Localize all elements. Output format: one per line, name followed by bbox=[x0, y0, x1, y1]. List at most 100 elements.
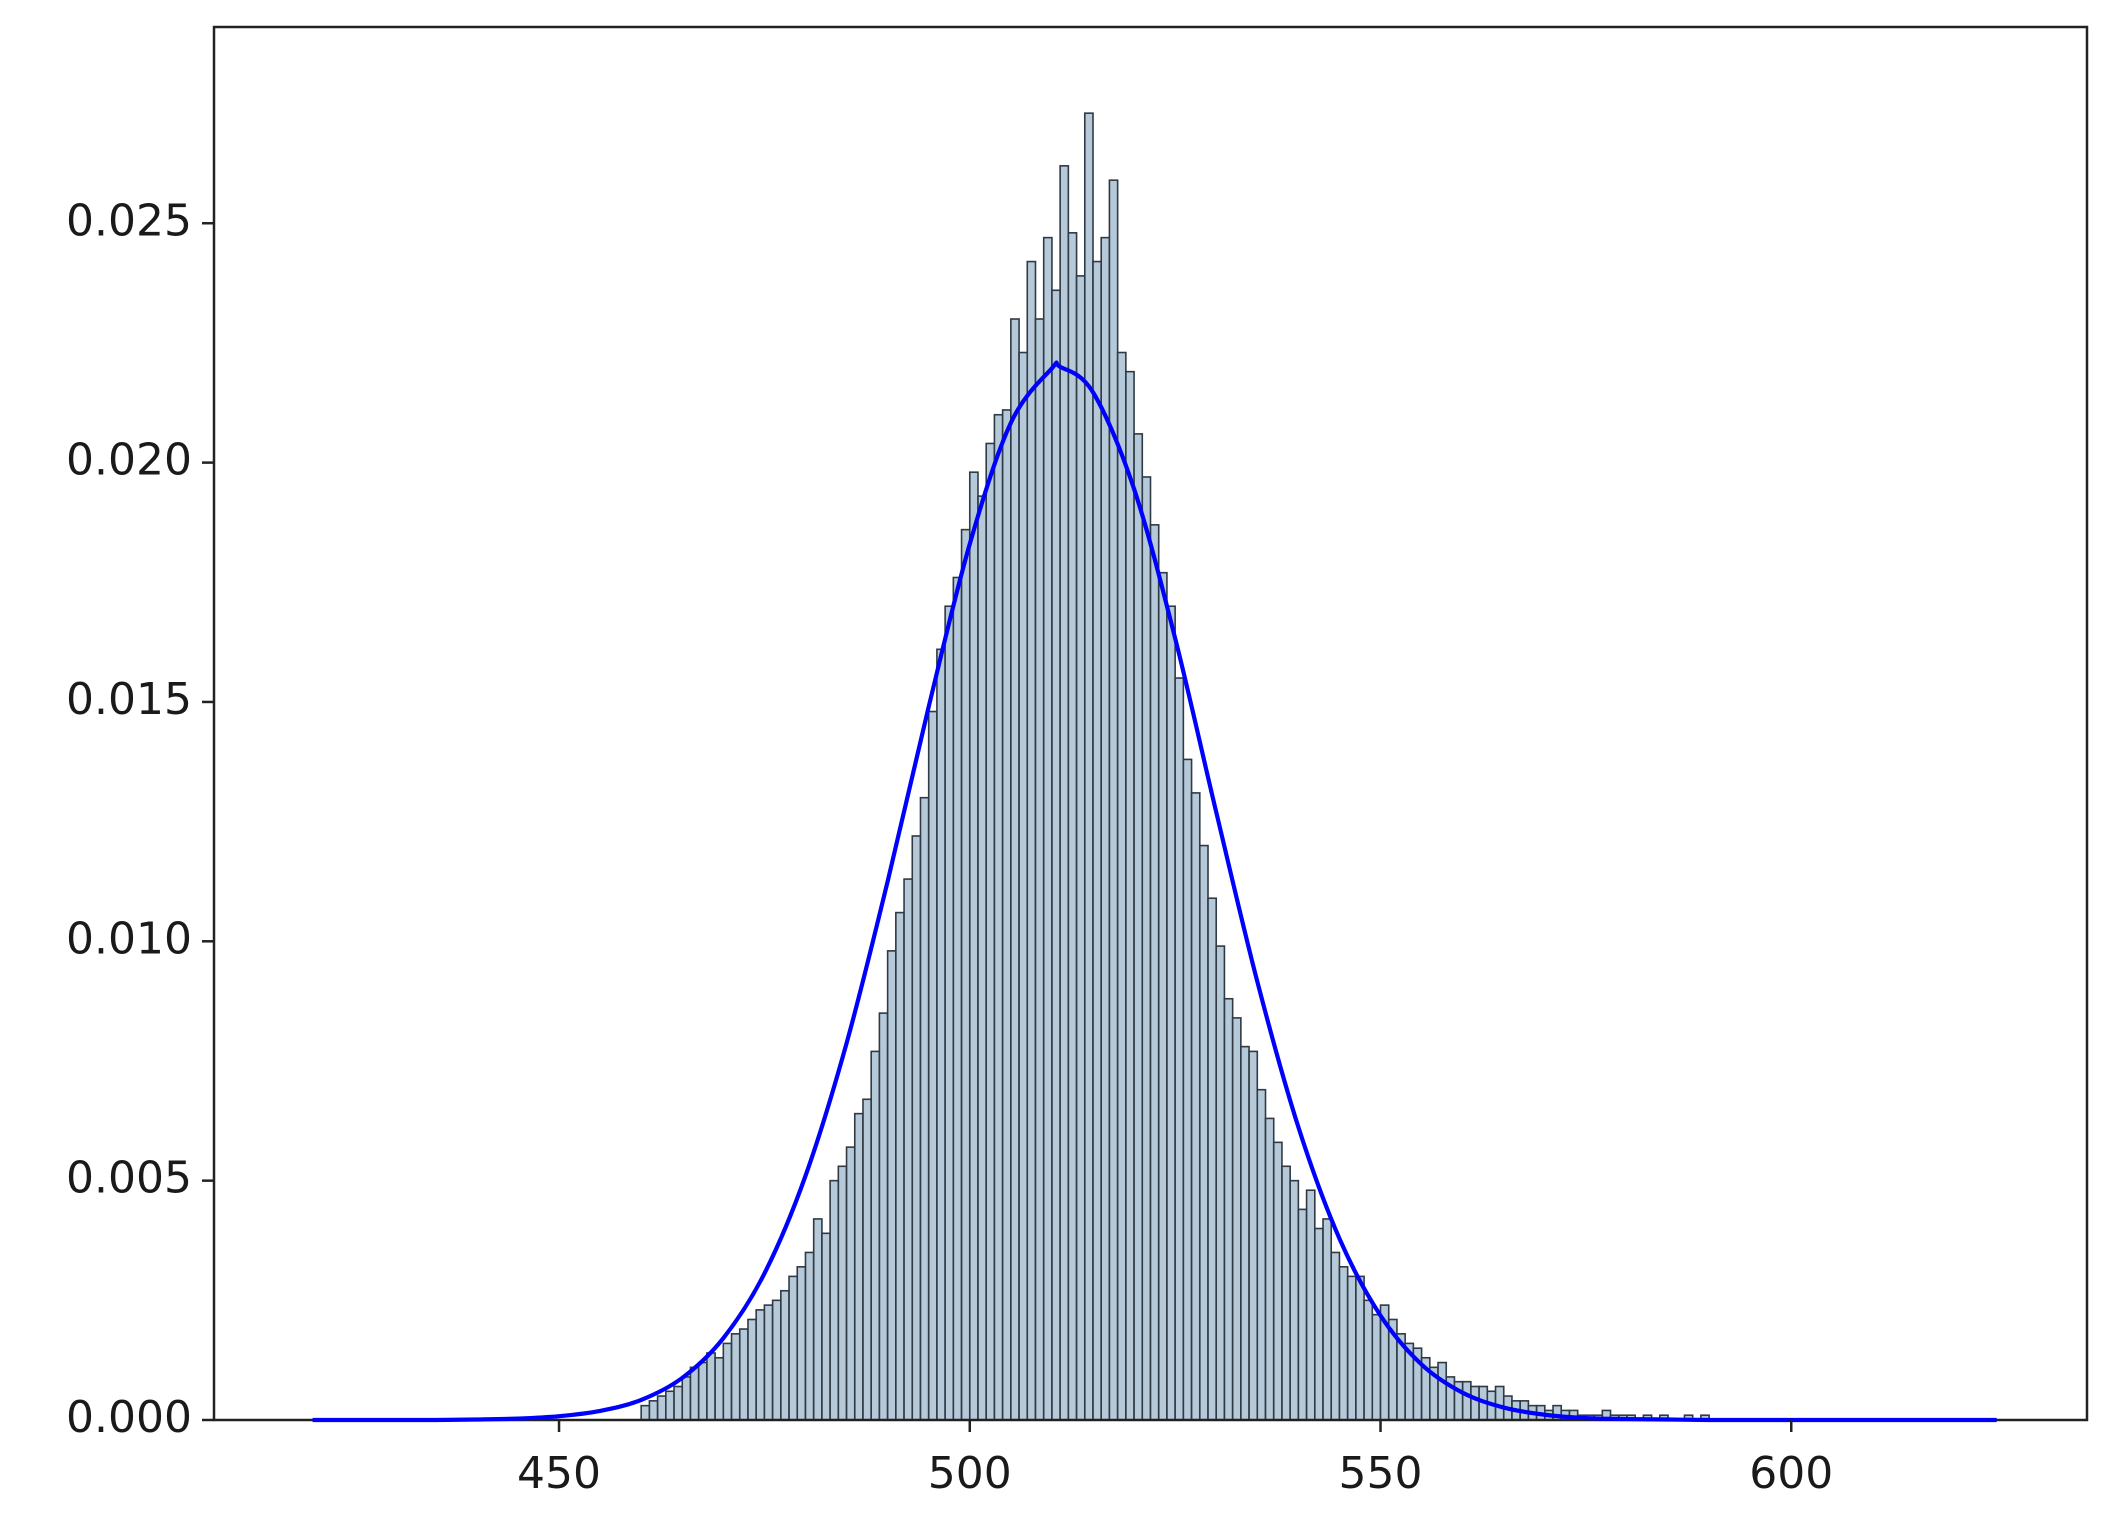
histogram-bar bbox=[1248, 1050, 1259, 1421]
histogram-bar bbox=[673, 1385, 684, 1421]
histogram-bar bbox=[1157, 571, 1168, 1421]
axes-frame bbox=[212, 25, 2089, 1422]
histogram-bar bbox=[1281, 1165, 1291, 1421]
histogram-bar bbox=[1231, 1017, 1242, 1421]
histogram-bar bbox=[640, 1404, 651, 1421]
histogram-bar bbox=[853, 1112, 864, 1421]
histogram-bar bbox=[804, 1251, 815, 1421]
histogram-bar bbox=[780, 1289, 790, 1421]
x-tick-label: 500 bbox=[928, 1448, 1012, 1499]
histogram-bar bbox=[870, 1050, 881, 1421]
histogram-bar bbox=[714, 1356, 725, 1421]
histogram-bar bbox=[862, 1098, 872, 1421]
histogram-bar bbox=[1437, 1361, 1448, 1421]
histogram-bar bbox=[968, 471, 979, 1421]
histogram-bar bbox=[1010, 318, 1020, 1421]
histogram-bar bbox=[706, 1352, 716, 1421]
histogram-bar bbox=[895, 911, 905, 1421]
histogram-bar bbox=[681, 1376, 692, 1421]
histogram-bar bbox=[1133, 433, 1144, 1421]
histogram-bar bbox=[1042, 236, 1053, 1421]
histogram-bar bbox=[1059, 165, 1070, 1421]
histogram-bar bbox=[952, 576, 963, 1421]
histogram-bar bbox=[1272, 1141, 1283, 1421]
histogram-bar bbox=[1092, 260, 1103, 1421]
x-tick-label: 600 bbox=[1749, 1448, 1833, 1499]
histogram-bar bbox=[1240, 1045, 1250, 1421]
histogram-bar bbox=[944, 605, 955, 1421]
histogram-bar bbox=[697, 1361, 708, 1421]
histogram-bar bbox=[1461, 1380, 1472, 1421]
histogram-bar bbox=[821, 1232, 831, 1421]
histogram-bar bbox=[1215, 945, 1226, 1421]
histogram-bar bbox=[1264, 1117, 1275, 1421]
histogram-bar bbox=[1182, 758, 1193, 1421]
histogram-bar bbox=[1001, 409, 1012, 1421]
histogram-bar bbox=[1198, 844, 1209, 1421]
y-tick-label: 0.010 bbox=[66, 913, 192, 964]
histogram-bar bbox=[730, 1333, 741, 1421]
histogram-bar bbox=[1223, 997, 1234, 1421]
histogram-bar bbox=[656, 1395, 667, 1421]
histogram-bar bbox=[1470, 1385, 1480, 1421]
histogram-bar bbox=[1305, 1189, 1316, 1421]
histogram-bar bbox=[763, 1304, 774, 1421]
y-tick-label: 0.000 bbox=[66, 1392, 192, 1443]
histogram-bar bbox=[1149, 524, 1160, 1421]
density-curve bbox=[312, 360, 1997, 1423]
histogram-bar bbox=[845, 1146, 856, 1421]
histogram-bar bbox=[1083, 112, 1094, 1421]
histogram-bar bbox=[1174, 677, 1185, 1421]
histogram-bar bbox=[886, 950, 897, 1421]
histogram-bar bbox=[878, 1012, 889, 1421]
histogram-bar bbox=[1166, 605, 1176, 1421]
histogram-bar bbox=[812, 1218, 823, 1421]
histogram-bar bbox=[936, 648, 946, 1421]
histogram-bar bbox=[1256, 1088, 1267, 1421]
histogram-bar bbox=[771, 1299, 782, 1421]
histogram-bar bbox=[665, 1390, 675, 1421]
histogram-bar bbox=[911, 835, 922, 1421]
y-tick-label: 0.025 bbox=[66, 195, 192, 246]
histogram-bar bbox=[919, 796, 930, 1421]
histogram-bar bbox=[755, 1309, 766, 1421]
histogram-bar bbox=[985, 442, 996, 1421]
histogram-bar bbox=[788, 1275, 799, 1421]
y-tick-label: 0.020 bbox=[66, 435, 192, 486]
histogram-bar bbox=[1355, 1275, 1365, 1421]
histogram-bar bbox=[1363, 1299, 1374, 1421]
histogram-bar bbox=[1026, 260, 1037, 1421]
y-tick-label: 0.015 bbox=[66, 674, 192, 725]
histogram-bar bbox=[648, 1400, 659, 1421]
histogram-bar bbox=[1313, 1227, 1324, 1421]
histogram-bar bbox=[1494, 1385, 1505, 1421]
histogram-bar bbox=[1125, 370, 1135, 1421]
histogram-bar bbox=[1075, 275, 1086, 1421]
histogram-bar bbox=[1141, 476, 1152, 1421]
histogram-bar bbox=[837, 1165, 848, 1421]
histogram-bar bbox=[1371, 1313, 1382, 1421]
histogram-bar bbox=[738, 1328, 749, 1421]
histogram-bar bbox=[689, 1366, 700, 1421]
histogram-bar bbox=[829, 1179, 840, 1421]
histogram-bar bbox=[1051, 289, 1061, 1421]
histogram-bar bbox=[977, 495, 988, 1421]
histogram-bar bbox=[903, 878, 914, 1421]
histogram-bar bbox=[747, 1318, 757, 1421]
histogram-bar bbox=[1190, 792, 1201, 1421]
histogram-bar bbox=[1034, 318, 1045, 1421]
histogram-bar bbox=[927, 710, 938, 1421]
histogram-bar bbox=[1289, 1179, 1300, 1421]
histogram-bar bbox=[1330, 1251, 1341, 1421]
histogram-bar bbox=[1346, 1275, 1357, 1421]
histogram-bar bbox=[796, 1266, 807, 1421]
histogram-bar bbox=[1018, 351, 1029, 1421]
histogram-bar bbox=[1338, 1266, 1349, 1421]
histogram-bar bbox=[1297, 1208, 1308, 1421]
histogram-bar bbox=[1207, 897, 1218, 1421]
histogram-bar bbox=[1067, 232, 1078, 1421]
histogram-bar bbox=[1322, 1218, 1333, 1421]
histogram-bar bbox=[722, 1342, 733, 1421]
